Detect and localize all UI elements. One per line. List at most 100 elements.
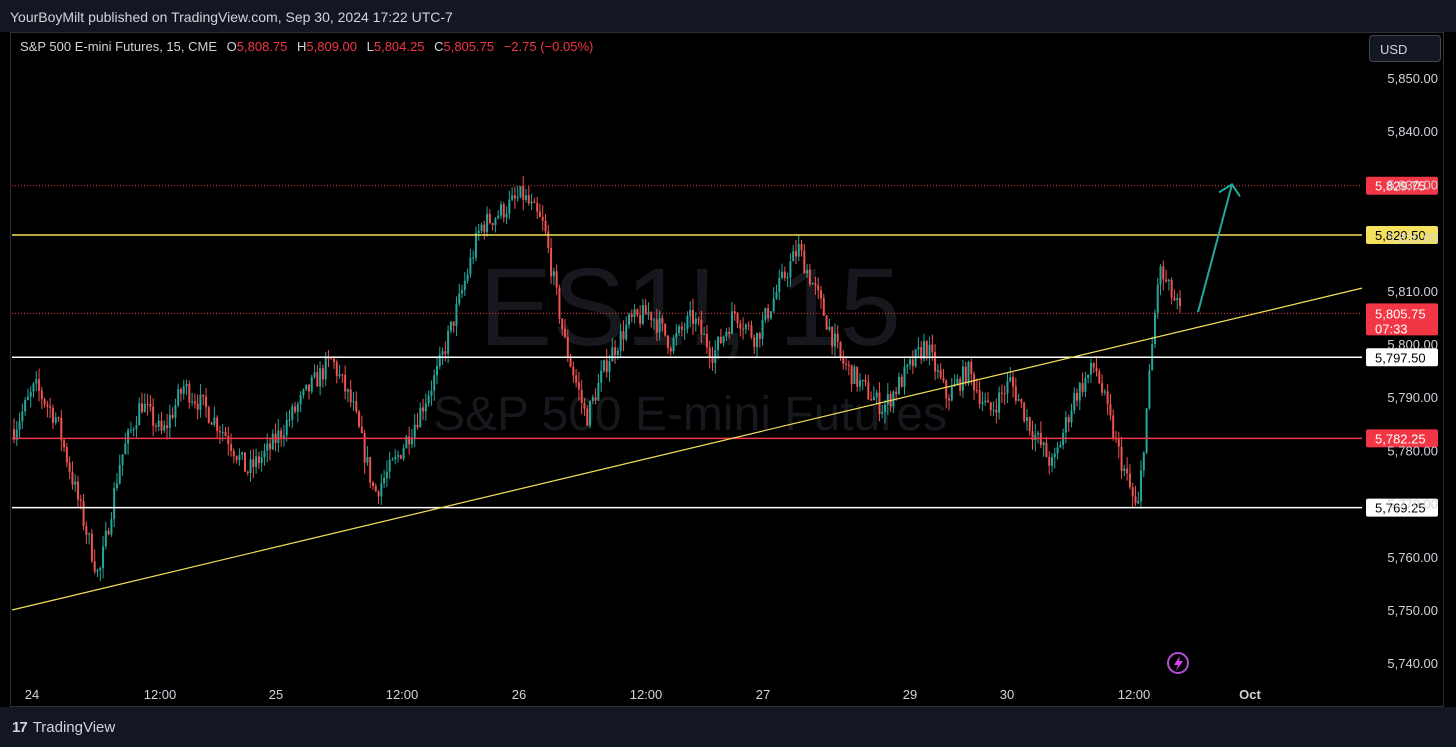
tradingview-logo[interactable]: 17 TradingView	[12, 719, 115, 736]
candle-body	[96, 570, 99, 572]
candle-body	[1159, 266, 1162, 285]
candle-body	[166, 425, 169, 428]
candle-body	[822, 298, 825, 316]
candle-body	[196, 403, 199, 410]
time-tick-label: 30	[1000, 687, 1014, 702]
candle-body	[43, 399, 46, 405]
candle-body	[931, 344, 934, 353]
candle-body	[1023, 402, 1026, 421]
price-level-label: 5,782.25	[1375, 431, 1426, 446]
candle-body	[299, 395, 302, 405]
candle-body	[939, 370, 942, 378]
price-tick-label: 5,850.00	[1387, 71, 1438, 86]
lightning-icon-bolt	[1174, 656, 1183, 671]
candle-body	[803, 250, 806, 274]
candle-body	[722, 336, 725, 344]
candle-body	[216, 417, 219, 432]
candle-body	[1156, 284, 1159, 313]
candle-body	[655, 319, 658, 333]
candle-body	[1142, 452, 1145, 471]
candle-body	[956, 378, 959, 384]
candle-body	[639, 315, 642, 324]
candle-body	[413, 424, 416, 438]
candle-body	[569, 357, 572, 367]
candle-body	[1112, 415, 1115, 439]
candle-body	[572, 366, 575, 376]
candle-body	[88, 533, 91, 535]
candle-body	[694, 318, 697, 325]
candle-body	[959, 378, 962, 391]
candle-body	[110, 519, 113, 535]
candle-body	[1059, 444, 1062, 448]
candle-body	[917, 347, 920, 350]
candle-body	[872, 397, 875, 401]
candle-body	[839, 341, 842, 357]
symbol-description[interactable]: S&P 500 E-mini Futures, 15, CME	[20, 39, 218, 54]
candle-body	[18, 421, 21, 430]
candle-body	[405, 436, 408, 449]
candle-body	[995, 409, 998, 413]
candle-body	[1056, 447, 1059, 454]
candle-body	[644, 305, 647, 315]
candle-body	[783, 271, 786, 278]
candle-body	[842, 356, 845, 364]
candle-body	[302, 389, 305, 396]
candle-body	[218, 431, 221, 433]
currency-button[interactable]: USD	[1369, 35, 1441, 62]
candle-body	[1095, 367, 1098, 372]
candle-body	[806, 269, 809, 274]
candle-body	[266, 443, 269, 451]
candle-body	[1109, 404, 1112, 416]
candle-body	[922, 341, 925, 359]
time-tick-label: 12:00	[386, 687, 419, 702]
candle-body	[884, 404, 887, 413]
price-axis[interactable]: 5,740.00 5,750.00 5,760.00 5,770.00 5,780.00…	[1387, 71, 1438, 671]
candle-body	[563, 328, 566, 337]
candle-body	[121, 454, 124, 466]
trendline	[11, 287, 1363, 611]
candle-body	[1034, 434, 1037, 441]
candle-body	[906, 364, 909, 367]
candle-body	[1081, 383, 1084, 392]
candle-body	[1073, 393, 1076, 411]
candle-body	[753, 337, 756, 347]
time-tick-label: Oct	[1239, 687, 1261, 702]
candle-body	[394, 456, 397, 460]
candle-body	[397, 455, 400, 457]
candle-body	[57, 417, 60, 419]
candle-body	[104, 530, 107, 547]
candle-body	[424, 403, 427, 412]
candle-body	[474, 233, 477, 258]
candle-body	[171, 414, 174, 418]
candle-body	[1084, 378, 1087, 392]
time-axis[interactable]: 24 12:00 25 12:00 26 12:00 27 29 30 12:00 Oct	[25, 687, 1262, 702]
candle-body	[750, 325, 753, 338]
candle-body	[68, 462, 71, 472]
candle-body	[808, 269, 811, 285]
candle-body	[113, 488, 116, 520]
candle-body	[680, 326, 683, 330]
candle-body	[102, 546, 105, 569]
price-tick-label: 5,790.00	[1387, 390, 1438, 405]
candle-body	[756, 333, 759, 347]
candle-body	[541, 216, 544, 221]
candle-body	[580, 389, 583, 403]
candle-body	[1017, 399, 1020, 401]
candle-body	[380, 483, 383, 497]
lightning-icon[interactable]	[1167, 652, 1189, 674]
candle-body	[263, 450, 266, 458]
candle-body	[65, 447, 68, 463]
candle-body	[686, 316, 689, 330]
candle-body	[449, 321, 452, 331]
price-level-label: 5,769.25	[1375, 501, 1426, 516]
candle-body	[13, 429, 15, 440]
candle-body	[769, 311, 772, 319]
candle-body	[71, 471, 74, 485]
candle-body	[321, 368, 324, 380]
candle-body	[319, 368, 322, 387]
candle-body	[1179, 298, 1181, 306]
candle-body	[1131, 487, 1134, 497]
candle-body	[185, 384, 188, 387]
low-label: L	[366, 39, 374, 54]
